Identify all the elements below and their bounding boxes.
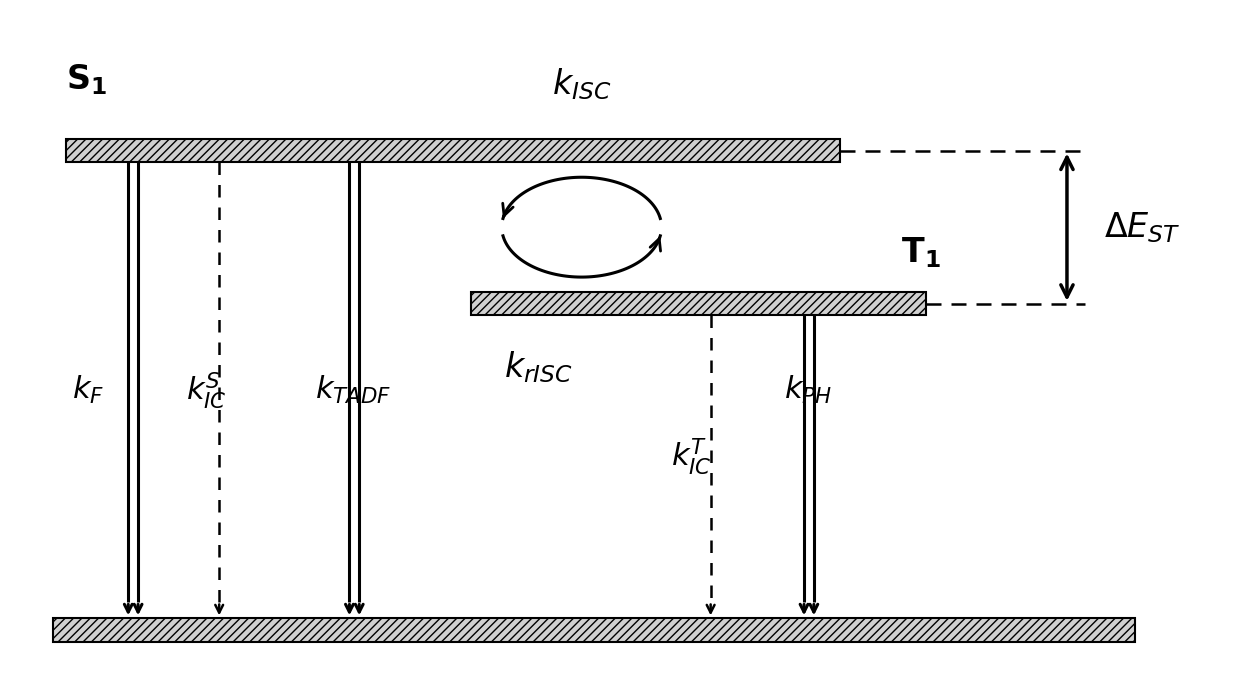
Bar (66, 139, 840, 162)
Text: $\mathit{k_{PH}}$: $\mathit{k_{PH}}$ (784, 374, 833, 406)
Text: $\mathbf{T_1}$: $\mathbf{T_1}$ (901, 236, 941, 270)
Text: $\mathit{k_{ISC}}$: $\mathit{k_{ISC}}$ (552, 66, 611, 102)
Text: $\mathbf{S_1}$: $\mathbf{S_1}$ (66, 63, 106, 97)
Text: $\mathit{k}^{\mathit{S}}_{\mathit{IC}}$: $\mathit{k}^{\mathit{S}}_{\mathit{IC}}$ (186, 370, 226, 410)
Text: $\mathit{k}^{\mathit{T}}_{\mathit{IC}}$: $\mathit{k}^{\mathit{T}}_{\mathit{IC}}$ (672, 436, 713, 477)
Bar (53, 618, 1134, 642)
Text: $\mathit{k_F}$: $\mathit{k_F}$ (72, 374, 104, 406)
Text: $\mathit{\Delta E_{ST}}$: $\mathit{\Delta E_{ST}}$ (1103, 210, 1180, 245)
Text: $\mathit{k_{rISC}}$: $\mathit{k_{rISC}}$ (505, 349, 573, 385)
Bar (471, 292, 925, 315)
Text: $\mathit{k_{TADF}}$: $\mathit{k_{TADF}}$ (315, 374, 391, 406)
